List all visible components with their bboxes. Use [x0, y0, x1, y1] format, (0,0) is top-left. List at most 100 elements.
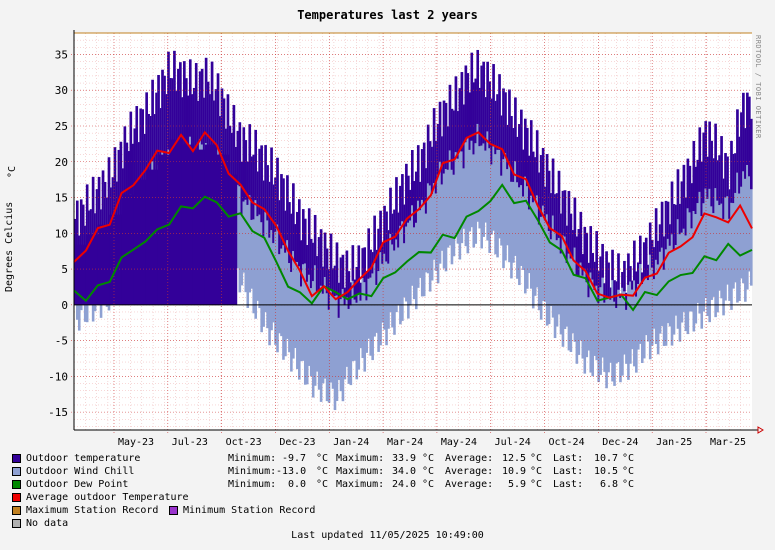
wind-chill-bar — [567, 191, 571, 351]
wind-chill-bar — [690, 183, 694, 312]
y-tick-label: 15 — [55, 192, 68, 205]
x-tick-label: Mar-25 — [710, 437, 746, 448]
wind-chill-bar — [750, 118, 753, 286]
stat-max-label: Maximum: — [336, 466, 385, 477]
outdoor-temperature-bar — [454, 76, 458, 153]
outdoor-temperature-bar — [627, 253, 630, 285]
wind-chill-bar — [355, 266, 359, 380]
wind-chill-bar — [309, 238, 313, 377]
legend-swatch — [12, 480, 21, 489]
wind-chill-bar — [303, 218, 307, 385]
outdoor-temperature-bar — [422, 142, 426, 205]
outdoor-temperature-bar — [309, 238, 313, 289]
wind-chill-bar — [698, 127, 702, 314]
outdoor-temperature-bar — [668, 224, 672, 246]
wind-chill-bar — [619, 293, 622, 383]
outdoor-temperature-bar — [127, 151, 131, 223]
wind-chill-bar — [288, 202, 291, 353]
wind-chill-bar — [411, 150, 414, 286]
outdoor-temperature-bar — [278, 200, 281, 255]
stat-unit: °C — [422, 466, 435, 477]
outdoor-temperature-bar — [539, 155, 543, 217]
wind-chill-bar — [371, 252, 374, 361]
outdoor-temperature-bar — [694, 166, 698, 215]
outdoor-temperature-bar — [676, 169, 680, 220]
stat-unit: °C — [530, 453, 543, 464]
wind-chill-bar — [621, 271, 624, 376]
wind-chill-bar — [583, 226, 587, 374]
wind-chill-bar — [708, 121, 711, 323]
outdoor-temperature-bar — [268, 181, 271, 238]
wind-chill-bar — [446, 126, 450, 248]
wind-chill-bar — [559, 213, 563, 335]
legend-row-wind-chill: Outdoor Wind Chill Minimum: -13.0 °C Max… — [12, 465, 752, 478]
wind-chill-bar — [315, 256, 319, 372]
outdoor-temperature-bar — [524, 118, 527, 177]
outdoor-temperature-bar — [508, 89, 511, 164]
outdoor-temperature-bar — [424, 168, 428, 214]
outdoor-temperature-bar — [301, 209, 305, 265]
wind-chill-bar — [460, 72, 464, 244]
wind-chill-bar — [409, 189, 412, 305]
outdoor-temperature-bar — [272, 184, 275, 244]
wind-chill-bar — [337, 282, 341, 380]
wind-chill-bar — [272, 184, 275, 323]
x-tick-label: Dec-24 — [602, 437, 638, 448]
outdoor-temperature-bar — [321, 266, 325, 294]
outdoor-temperature-bar — [196, 100, 200, 157]
wind-chill-bar — [424, 168, 428, 273]
outdoor-temperature-bar — [216, 73, 220, 148]
outdoor-temperature-bar — [218, 116, 222, 168]
outdoor-temperature-bar — [486, 61, 489, 132]
outdoor-temperature-block — [121, 194, 134, 305]
outdoor-temperature-bar — [75, 200, 79, 260]
wind-chill-bar — [498, 74, 501, 239]
outdoor-temperature-bar — [702, 132, 706, 204]
outdoor-temperature-bar — [722, 178, 725, 219]
wind-chill-bar — [518, 124, 521, 286]
outdoor-temperature-bar — [163, 75, 166, 164]
outdoor-temperature-bar — [290, 213, 293, 272]
outdoor-temperature-bar — [157, 74, 160, 165]
outdoor-temperature-bar — [712, 158, 715, 214]
outdoor-temperature-bar — [238, 122, 242, 187]
outdoor-temperature-bar — [438, 101, 442, 162]
outdoor-temperature-bar — [288, 202, 291, 264]
wind-chill-bar — [331, 268, 335, 389]
outdoor-temperature-bar — [561, 190, 565, 236]
wind-chill-bar — [464, 65, 468, 247]
outdoor-temperature-bar — [383, 205, 386, 254]
outdoor-temperature-bar — [710, 140, 713, 207]
outdoor-temperature-bar — [436, 123, 440, 176]
outdoor-temperature-bar — [230, 132, 234, 194]
outdoor-temperature-block — [169, 139, 182, 305]
wind-chill-bar — [313, 214, 317, 386]
outdoor-temperature-bar — [648, 222, 652, 255]
stat-max-label: Maximum: — [336, 479, 385, 490]
wind-chill-bar — [484, 97, 487, 223]
wind-chill-bar — [450, 108, 454, 265]
outdoor-temperature-bar — [654, 208, 658, 260]
outdoor-temperature-bar — [206, 81, 210, 146]
x-tick-label: Dec-23 — [279, 437, 315, 448]
wind-chill-bar — [414, 171, 418, 310]
outdoor-temperature-bar — [381, 243, 384, 264]
wind-chill-bar — [357, 245, 361, 370]
wind-chill-bar — [359, 282, 363, 349]
wind-chill-bar — [541, 148, 545, 301]
outdoor-temperature-bar — [296, 212, 299, 263]
outdoor-temperature-bar — [307, 208, 311, 275]
wind-chill-bar — [589, 226, 593, 373]
outdoor-temperature-bar — [601, 243, 604, 278]
wind-chill-bar — [573, 197, 577, 342]
wind-chill-bar — [236, 130, 240, 269]
wind-chill-bar — [720, 136, 723, 299]
outdoor-temperature-bar — [472, 82, 476, 155]
legend-row-dew-point: Outdoor Dew Point Minimum: 0.0 °C Maximu… — [12, 478, 752, 491]
outdoor-temperature-block — [192, 149, 206, 305]
outdoor-temperature-bar — [181, 97, 184, 161]
outdoor-temperature-bar — [577, 229, 581, 277]
outdoor-temperature-bar — [666, 201, 670, 239]
wind-chill-bar — [714, 123, 717, 318]
legend-swatch — [12, 493, 21, 502]
